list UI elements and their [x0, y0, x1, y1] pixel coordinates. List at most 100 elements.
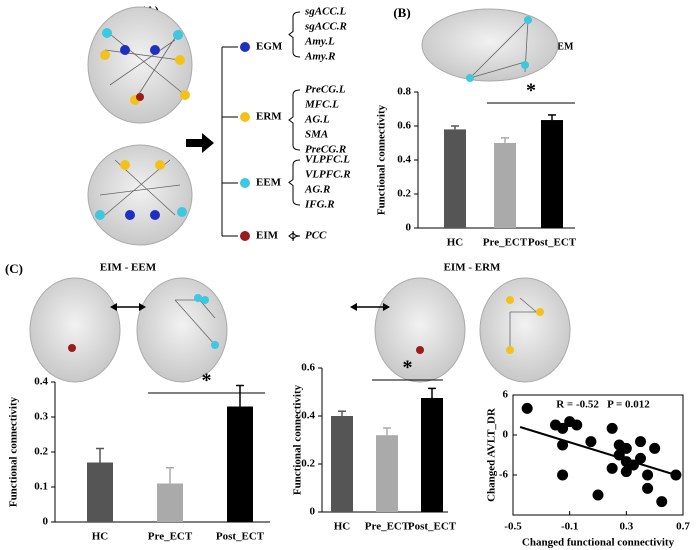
x-tick-label: Pre_ECT	[365, 521, 410, 533]
region-name: Amy.R	[304, 51, 335, 63]
y-tick-label: 0.8	[397, 86, 411, 98]
point	[635, 452, 646, 464]
point	[620, 466, 632, 478]
y-tick-label: 0.4	[397, 154, 411, 166]
bar	[227, 406, 253, 522]
trend-line	[519, 426, 677, 476]
y-axis-label: Changed AVLT_DR	[486, 407, 498, 502]
region-name: Amy.L	[304, 36, 335, 48]
point	[606, 422, 618, 434]
point	[585, 436, 597, 448]
point	[557, 422, 569, 434]
x-tick-label: 0.3	[619, 521, 633, 533]
x-tick-label: -0.1	[561, 521, 578, 533]
brace	[288, 159, 301, 206]
region-name: AG.L	[304, 114, 330, 126]
y-tick-label: -6	[499, 469, 509, 481]
module-dot	[240, 231, 250, 241]
y-tick-label: 0.6	[397, 120, 411, 132]
region-name: PreCG.L	[305, 84, 346, 96]
point	[557, 439, 569, 451]
y-tick-label: 0.2	[34, 446, 48, 458]
point	[613, 449, 625, 461]
y-axis-label: Functional connectivity	[376, 104, 388, 215]
x-tick-label: Post_ECT	[216, 531, 265, 543]
y-tick-label: 0.4	[301, 410, 315, 422]
bar	[444, 129, 466, 228]
annotation: R = -0.52 P = 0.012	[556, 399, 650, 411]
x-tick-label: Pre_ECT	[148, 531, 193, 543]
brace	[288, 230, 301, 242]
x-tick-label: HC	[447, 237, 464, 249]
module-name: EIM	[256, 230, 279, 242]
y-tick-label: 0.1	[34, 481, 48, 493]
panel-label: (C)	[5, 261, 23, 276]
point	[656, 496, 668, 508]
chart-title: EIM - EEM	[100, 262, 157, 274]
y-tick-label: 0	[503, 429, 509, 441]
x-tick-label: -0.5	[504, 521, 522, 533]
x-tick-label: Post_ECT	[408, 521, 457, 533]
point	[606, 462, 618, 474]
point	[613, 439, 625, 451]
point	[642, 469, 654, 481]
x-tick-label: Pre_ECT	[483, 237, 528, 249]
annotation: *	[403, 357, 413, 379]
y-axis-label: Functional connectivity	[292, 384, 304, 495]
region-name: VLPFC.R	[305, 169, 351, 181]
region-name: MFC.L	[304, 99, 339, 111]
bar	[87, 462, 113, 522]
point	[642, 482, 654, 494]
y-tick-label: 0.2	[301, 458, 315, 470]
bar	[421, 398, 443, 512]
point	[571, 419, 583, 431]
point	[521, 402, 533, 414]
region-name: AG.R	[304, 184, 330, 196]
panel-label: (B)	[393, 5, 410, 20]
annotation: *	[202, 370, 212, 392]
x-tick-label: HC	[92, 531, 109, 543]
y-tick-label: 0	[310, 506, 316, 518]
region-name: sgACC.R	[304, 21, 347, 33]
point	[670, 469, 682, 481]
module-name: EGM	[256, 41, 283, 53]
y-axis-label: Functional connectivity	[8, 396, 20, 507]
brain-label: EEM	[551, 41, 574, 52]
point	[592, 489, 604, 501]
point	[557, 469, 569, 481]
bar	[376, 435, 398, 512]
point	[627, 459, 639, 471]
region-name: SMA	[305, 129, 328, 141]
chart-title: EIM - ERM	[444, 262, 501, 274]
x-axis-label: Changed functional connectivity	[522, 537, 675, 549]
x-tick-label: Post_ECT	[528, 237, 577, 249]
brace	[288, 89, 301, 151]
y-tick-label: 0	[43, 516, 49, 528]
bar	[494, 143, 516, 228]
region-name: sgACC.L	[304, 6, 347, 18]
module-dot	[240, 42, 250, 52]
region-name: VLPFC.L	[305, 154, 350, 166]
module-name: ERM	[256, 111, 282, 123]
bar	[331, 416, 353, 512]
region-name: PreCG.R	[305, 144, 346, 156]
y-tick-label: 6	[503, 389, 509, 401]
annotation: *	[526, 80, 536, 102]
module-name: EEM	[256, 177, 282, 189]
y-tick-label: 0.6	[301, 362, 315, 374]
y-tick-label: 0	[406, 222, 412, 234]
x-tick-label: 0.7	[676, 521, 690, 533]
region-name: PCC	[305, 230, 327, 242]
y-tick-label: 0.4	[34, 376, 48, 388]
brace	[288, 11, 301, 58]
x-tick-label: HC	[334, 521, 351, 533]
module-dot	[240, 178, 250, 188]
plot-frame	[512, 394, 684, 516]
point	[649, 442, 661, 454]
region-name: IFG.R	[304, 199, 335, 211]
bar	[157, 483, 183, 522]
y-tick-label: 0.3	[34, 411, 48, 423]
point	[635, 436, 646, 448]
module-dot	[240, 112, 250, 122]
